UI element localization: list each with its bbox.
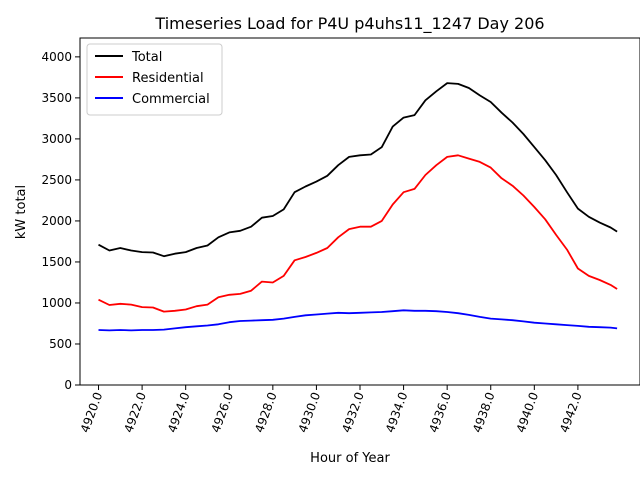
y-tick-label: 500 [49, 337, 72, 351]
y-tick-label: 3500 [41, 91, 72, 105]
legend-label-residential: Residential [132, 71, 204, 86]
legend-label-total: Total [131, 50, 162, 65]
x-axis-label: Hour of Year [310, 451, 390, 466]
series-layer [98, 82, 618, 332]
legend-label-commercial: Commercial [132, 92, 210, 107]
y-tick-label: 4000 [41, 50, 72, 64]
y-axis-ticks: 0 500 1000 1500 2000 2500 3000 3500 4000 [41, 50, 80, 392]
legend: Total Residential Commercial [86, 43, 223, 116]
series-line-residential [98, 154, 618, 313]
y-axis-label: kW total [14, 185, 29, 239]
chart-title: Timeseries Load for P4U p4uhs11_1247 Day… [154, 14, 544, 34]
y-tick-label: 2500 [41, 173, 72, 187]
y-tick-label: 2000 [41, 214, 72, 228]
plot-area-frame [79, 37, 640, 386]
y-tick-label: 3000 [41, 132, 72, 146]
series-line-commercial [98, 309, 618, 332]
series-line-total [98, 82, 618, 258]
y-tick-label: 1500 [41, 255, 72, 269]
y-tick-label: 1000 [41, 296, 72, 310]
y-tick-label: 0 [64, 378, 72, 392]
